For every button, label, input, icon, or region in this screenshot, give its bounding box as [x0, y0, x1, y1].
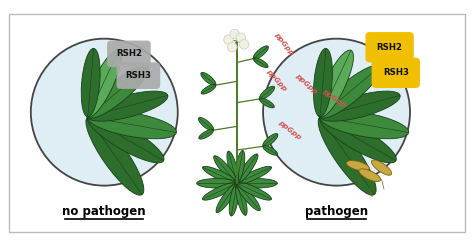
- Text: RSH3: RSH3: [383, 68, 409, 77]
- Ellipse shape: [319, 65, 381, 118]
- Ellipse shape: [318, 50, 354, 117]
- Ellipse shape: [246, 43, 249, 46]
- Ellipse shape: [242, 36, 246, 39]
- Ellipse shape: [236, 183, 247, 215]
- Text: ppGpp: ppGpp: [264, 68, 287, 93]
- Circle shape: [236, 33, 246, 42]
- Ellipse shape: [201, 72, 216, 86]
- Ellipse shape: [237, 154, 258, 184]
- Ellipse shape: [237, 38, 240, 41]
- Ellipse shape: [346, 160, 369, 171]
- Ellipse shape: [199, 118, 214, 131]
- Ellipse shape: [201, 85, 216, 94]
- Ellipse shape: [372, 160, 392, 175]
- Text: no pathogen: no pathogen: [63, 205, 146, 218]
- Ellipse shape: [228, 44, 231, 47]
- Ellipse shape: [228, 48, 231, 51]
- Ellipse shape: [254, 58, 268, 67]
- Ellipse shape: [232, 42, 235, 46]
- Ellipse shape: [228, 41, 231, 45]
- Text: RSH2: RSH2: [116, 49, 142, 58]
- Ellipse shape: [263, 146, 278, 155]
- Text: ppGpp: ppGpp: [277, 119, 301, 140]
- Text: ppGpp: ppGpp: [273, 31, 294, 56]
- Ellipse shape: [224, 36, 228, 39]
- Ellipse shape: [259, 86, 274, 99]
- Circle shape: [230, 29, 239, 39]
- Circle shape: [228, 42, 237, 52]
- Ellipse shape: [240, 33, 243, 36]
- Ellipse shape: [240, 45, 243, 48]
- Ellipse shape: [229, 183, 239, 216]
- Ellipse shape: [253, 46, 268, 59]
- Ellipse shape: [88, 91, 168, 121]
- Ellipse shape: [199, 129, 213, 139]
- Ellipse shape: [234, 35, 237, 39]
- Ellipse shape: [237, 183, 260, 211]
- Ellipse shape: [318, 116, 376, 195]
- Ellipse shape: [197, 179, 237, 188]
- FancyBboxPatch shape: [9, 14, 465, 232]
- Ellipse shape: [236, 33, 240, 35]
- Ellipse shape: [244, 46, 246, 49]
- Ellipse shape: [263, 134, 278, 147]
- FancyBboxPatch shape: [107, 41, 151, 67]
- Ellipse shape: [86, 116, 144, 195]
- Ellipse shape: [230, 38, 234, 41]
- Ellipse shape: [320, 91, 400, 121]
- Ellipse shape: [230, 31, 234, 33]
- Circle shape: [263, 39, 410, 186]
- Circle shape: [31, 39, 178, 186]
- Ellipse shape: [320, 111, 409, 139]
- Ellipse shape: [235, 151, 245, 183]
- Ellipse shape: [87, 65, 148, 118]
- Ellipse shape: [237, 166, 272, 184]
- Text: pathogen: pathogen: [305, 205, 368, 218]
- Ellipse shape: [216, 183, 237, 213]
- Ellipse shape: [244, 39, 246, 43]
- Ellipse shape: [313, 48, 332, 117]
- FancyBboxPatch shape: [372, 58, 420, 88]
- Ellipse shape: [359, 169, 381, 182]
- FancyBboxPatch shape: [365, 32, 414, 62]
- Ellipse shape: [237, 34, 240, 37]
- Ellipse shape: [230, 34, 234, 37]
- Ellipse shape: [240, 39, 243, 43]
- Ellipse shape: [202, 182, 237, 200]
- Ellipse shape: [227, 151, 238, 183]
- Text: RSH2: RSH2: [377, 43, 402, 52]
- Ellipse shape: [260, 98, 274, 108]
- Ellipse shape: [214, 156, 237, 184]
- Circle shape: [224, 35, 233, 44]
- Ellipse shape: [85, 50, 121, 117]
- Circle shape: [239, 40, 249, 49]
- Ellipse shape: [234, 29, 237, 33]
- Ellipse shape: [237, 182, 272, 200]
- Text: ppGpp: ppGpp: [321, 88, 347, 108]
- Text: RSH3: RSH3: [126, 71, 151, 80]
- Ellipse shape: [232, 49, 235, 52]
- Ellipse shape: [87, 115, 164, 163]
- Ellipse shape: [224, 40, 228, 43]
- FancyBboxPatch shape: [117, 62, 160, 89]
- Ellipse shape: [237, 179, 277, 188]
- Ellipse shape: [81, 48, 100, 117]
- Text: ppGpp: ppGpp: [294, 72, 318, 95]
- Ellipse shape: [234, 46, 237, 48]
- Ellipse shape: [202, 166, 237, 184]
- Ellipse shape: [240, 41, 243, 44]
- Ellipse shape: [319, 115, 396, 163]
- Ellipse shape: [88, 111, 176, 139]
- Ellipse shape: [228, 35, 231, 38]
